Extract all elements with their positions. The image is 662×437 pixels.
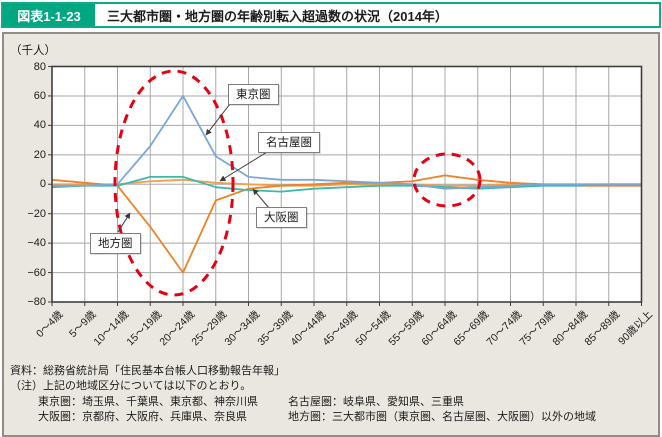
source-line: 資料： 総務省統計局「住民基本台帳人口移動報告年報」: [10, 364, 596, 379]
series-line-東京圏: [52, 95, 642, 190]
source-text: 総務省統計局「住民基本台帳人口移動報告年報」: [43, 365, 285, 377]
note-text: 上記の地域区分については以下のとおり。: [43, 380, 252, 393]
y-axis-unit-label: （千人）: [10, 45, 56, 57]
y-tick-label: −60: [27, 266, 46, 279]
y-tick-label: −80: [27, 296, 46, 308]
callout-arrow: [252, 188, 270, 209]
legend-label-chihou: 地方圏: [90, 233, 141, 254]
callout-arrow: [117, 212, 131, 233]
y-tick-label: −40: [27, 237, 46, 250]
figure-header: 図表1-1-23 三大都市圏・地方圏の年齢別転入超過数の状況（2014年）: [1, 2, 661, 28]
y-tick-label: −20: [27, 207, 46, 220]
y-tick-label: 20: [33, 148, 46, 161]
highlight-ellipse: [412, 152, 482, 208]
plot-frame: [51, 65, 643, 303]
def-nagoya: 名古屋圏：岐阜県、愛知県、三重県: [288, 395, 464, 408]
figure-title: 三大都市圏・地方圏の年齢別転入超過数の状況（2014年）: [107, 8, 448, 24]
source-label: 資料：: [10, 365, 43, 377]
figure-number-badge: 図表1-1-23: [3, 4, 95, 26]
callout-arrow: [219, 148, 273, 182]
y-tick-label: 80: [33, 60, 46, 73]
series-line-大阪圏: [51, 175, 642, 193]
def-osaka: 大阪圏：京都府、大阪府、兵庫県、奈良県: [38, 410, 247, 423]
note-line: （注） 上記の地域区分については以下のとおり。: [10, 379, 596, 394]
y-tick-label: 0: [39, 178, 46, 191]
legend-label-nagoya: 名古屋圏: [258, 132, 320, 153]
y-tick-label: 40: [33, 119, 46, 132]
region-def-line: 東京圏：埼玉県、千葉県、東京都、神奈川県 名古屋圏：岐阜県、愛知県、三重県: [10, 395, 596, 410]
footer-notes: 資料： 総務省統計局「住民基本台帳人口移動報告年報」 （注） 上記の地域区分につ…: [10, 364, 596, 425]
def-tokyo: 東京圏：埼玉県、千葉県、東京都、神奈川県: [38, 395, 258, 408]
highlight-ellipse: [113, 69, 235, 297]
def-chihou: 地方圏：三大都市圏（東京圏、名古屋圏、大阪圏）以外の地域: [288, 410, 596, 423]
legend-label-osaka: 大阪圏: [256, 207, 307, 228]
note-label: （注）: [10, 380, 43, 393]
legend-label-tokyo: 東京圏: [228, 84, 279, 105]
region-def-line: 大阪圏：京都府、大阪府、兵庫県、奈良県 地方圏：三大都市圏（東京圏、名古屋圏、大…: [10, 410, 596, 425]
callout-arrow: [205, 99, 234, 136]
y-tick-label: 60: [33, 89, 46, 102]
